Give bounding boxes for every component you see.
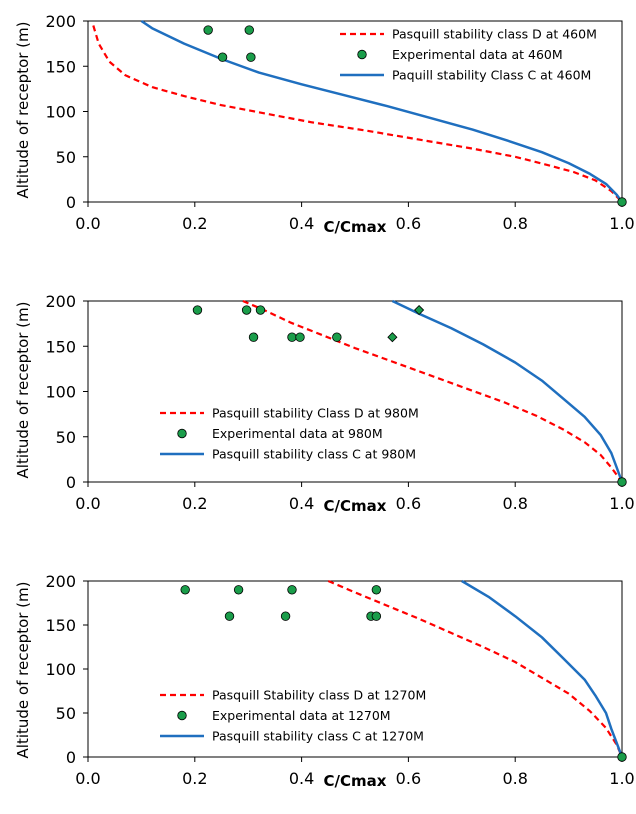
y-tick-label: 100 [45,103,76,122]
data-point [371,611,382,621]
legend-label: Experimental data at 460M [392,47,563,62]
data-point [617,752,627,762]
y-axis-label: Altitude of receptor (m) [14,302,32,479]
legend-label: Pasquill Stability class D at 1270M [212,688,426,703]
x-tick-label: 0.2 [182,494,207,513]
data-point [180,585,190,595]
y-tick-label: 0 [66,193,76,212]
x-tick-label: 0.6 [396,494,421,513]
chart-3: 0 50 100 150 200 0.0 0.2 0.4 0.6 0.8 1.0 C/Cmax Alti… [14,572,635,790]
x-tick-label: 0.0 [75,494,100,513]
legend: Pasquill Stability class D at 1270M Exper… [160,688,426,744]
series-line-class-d [92,25,623,203]
data-point [224,611,235,621]
x-tick-label: 0.6 [396,214,421,233]
series-line-class-d [327,579,624,758]
legend-label: Pasquill stability class C at 980M [212,447,416,462]
y-tick-label: 150 [45,337,76,356]
data-point-diamond [414,304,425,316]
chart-2: 0 50 100 150 200 0.0 0.2 0.4 0.6 0.8 1.0 C/Cmax Alti… [14,292,635,515]
x-tick-label: 1.0 [609,769,634,788]
legend-label: Experimental data at 980M [212,426,383,441]
data-point [287,585,297,595]
x-axis-label: C/Cmax [324,772,387,790]
x-tick-label: 0.8 [502,769,527,788]
x-tick-label: 0.2 [182,769,207,788]
y-tick-label: 100 [45,383,76,402]
legend-label: Pasquill stability Class D at 980M [212,406,419,421]
x-axis-label: C/Cmax [324,218,387,236]
series-line-class-c [391,299,624,483]
series-line-class-c [140,19,624,203]
x-axis-label: C/Cmax [324,497,387,515]
y-tick-label: 200 [45,12,76,31]
data-point [244,25,254,35]
data-point [255,305,266,315]
chart-1: 0 50 100 150 200 0.0 0.2 0.4 0.6 0.8 1.0 C/Cmax Alti… [14,12,635,236]
x-tick-label: 0.8 [502,494,527,513]
x-tick-label: 0.2 [182,214,207,233]
data-point [203,25,213,35]
x-tick-label: 0.4 [289,769,314,788]
data-point-diamond [387,332,398,343]
x-tick-label: 0.0 [75,769,100,788]
data-point [280,611,291,621]
data-point [192,305,203,315]
data-point [295,332,305,342]
y-tick-label: 200 [45,292,76,311]
legend-label: Pasquill stability class D at 460M [392,27,597,42]
y-tick-label: 0 [66,473,76,492]
y-axis-label: Altitude of receptor (m) [14,582,32,759]
series-line-class-c [461,579,624,758]
x-tick-label: 0.8 [502,214,527,233]
y-tick-label: 200 [45,572,76,591]
x-tick-label: 0.0 [75,214,100,233]
data-point [617,197,627,207]
legend-swatch-marker [357,49,367,60]
data-point [617,477,627,487]
data-point [233,585,244,595]
y-axis-label: Altitude of receptor (m) [14,22,32,199]
legend: Pasquill stability Class D at 980M Experi… [160,406,419,462]
y-tick-label: 150 [45,616,76,635]
y-tick-label: 50 [56,704,76,723]
legend-label: Pasquill stability class C at 1270M [212,729,424,744]
y-tick-label: 50 [56,148,76,167]
data-point [217,52,228,62]
x-tick-label: 1.0 [609,494,634,513]
data-point [246,52,256,62]
data-point [248,332,259,342]
y-tick-label: 150 [45,57,76,76]
data-point [332,332,342,342]
x-tick-label: 0.4 [289,214,314,233]
x-tick-label: 0.6 [396,769,421,788]
x-tick-label: 0.4 [289,494,314,513]
y-tick-label: 50 [56,428,76,447]
data-point [371,585,382,595]
y-tick-label: 0 [66,748,76,767]
legend-swatch-marker [177,428,187,439]
x-tick-label: 1.0 [609,214,634,233]
data-point [241,305,252,315]
legend: Pasquill stability class D at 460M Experi… [340,27,597,83]
legend-label: Experimental data at 1270M [212,708,391,723]
y-tick-label: 100 [45,660,76,679]
legend-swatch-marker [177,710,187,721]
data-point [287,332,297,342]
legend-label: Paquill stability Class C at 460M [392,68,591,83]
series-line-class-d [242,299,623,483]
